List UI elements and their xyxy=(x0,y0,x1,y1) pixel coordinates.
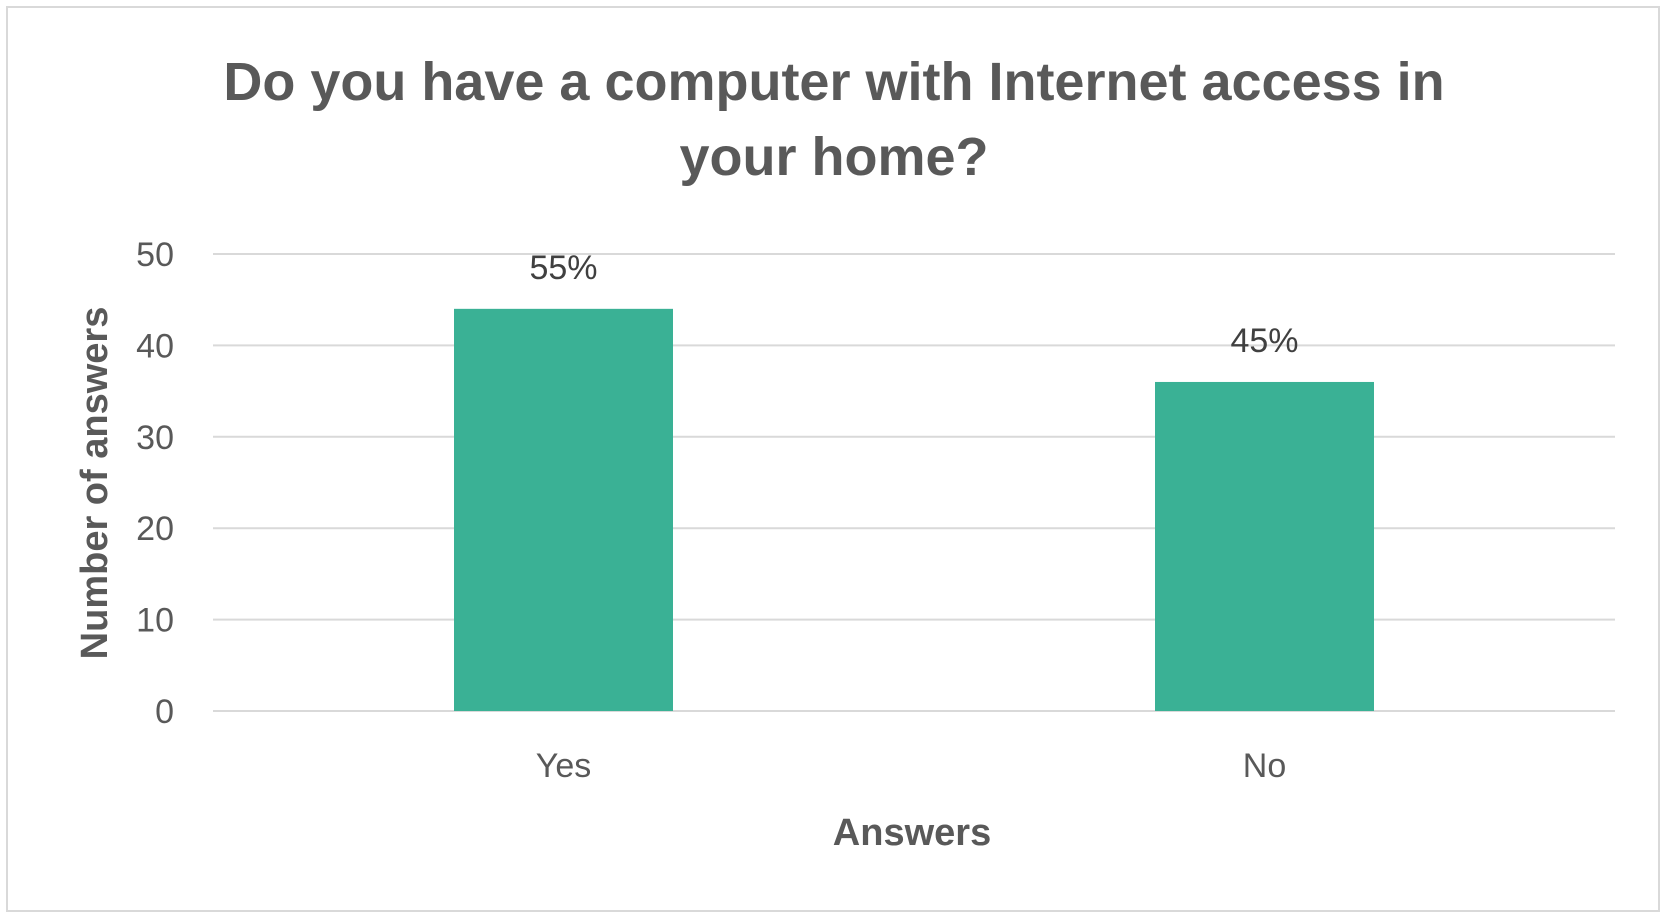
y-tick-label: 20 xyxy=(136,510,174,548)
y-tick-label: 50 xyxy=(136,236,174,274)
chart-frame xyxy=(6,6,1660,912)
chart-title-line-2: your home? xyxy=(679,127,988,187)
chart-title-line-1: Do you have a computer with Internet acc… xyxy=(223,52,1444,112)
data-labels: 55% 45% xyxy=(529,249,1298,360)
y-tick-label: 30 xyxy=(136,419,174,457)
data-label-yes: 55% xyxy=(529,249,597,287)
y-tick-label: 40 xyxy=(136,327,174,365)
y-tick-label: 10 xyxy=(136,602,174,640)
bars xyxy=(454,308,1374,711)
y-axis-title: Number of answers xyxy=(74,307,116,660)
x-axis-title: Answers xyxy=(833,812,991,854)
x-tick-label-yes: Yes xyxy=(536,747,591,785)
x-tick-label-no: No xyxy=(1243,747,1286,785)
x-axis-ticks: Yes No xyxy=(536,747,1286,785)
y-axis-ticks: 0 10 20 30 40 50 xyxy=(136,236,174,731)
data-label-no: 45% xyxy=(1230,322,1298,360)
bar-no xyxy=(1155,381,1374,711)
y-tick-label: 0 xyxy=(155,693,174,731)
bar-yes xyxy=(454,308,673,711)
gridlines xyxy=(213,253,1615,712)
